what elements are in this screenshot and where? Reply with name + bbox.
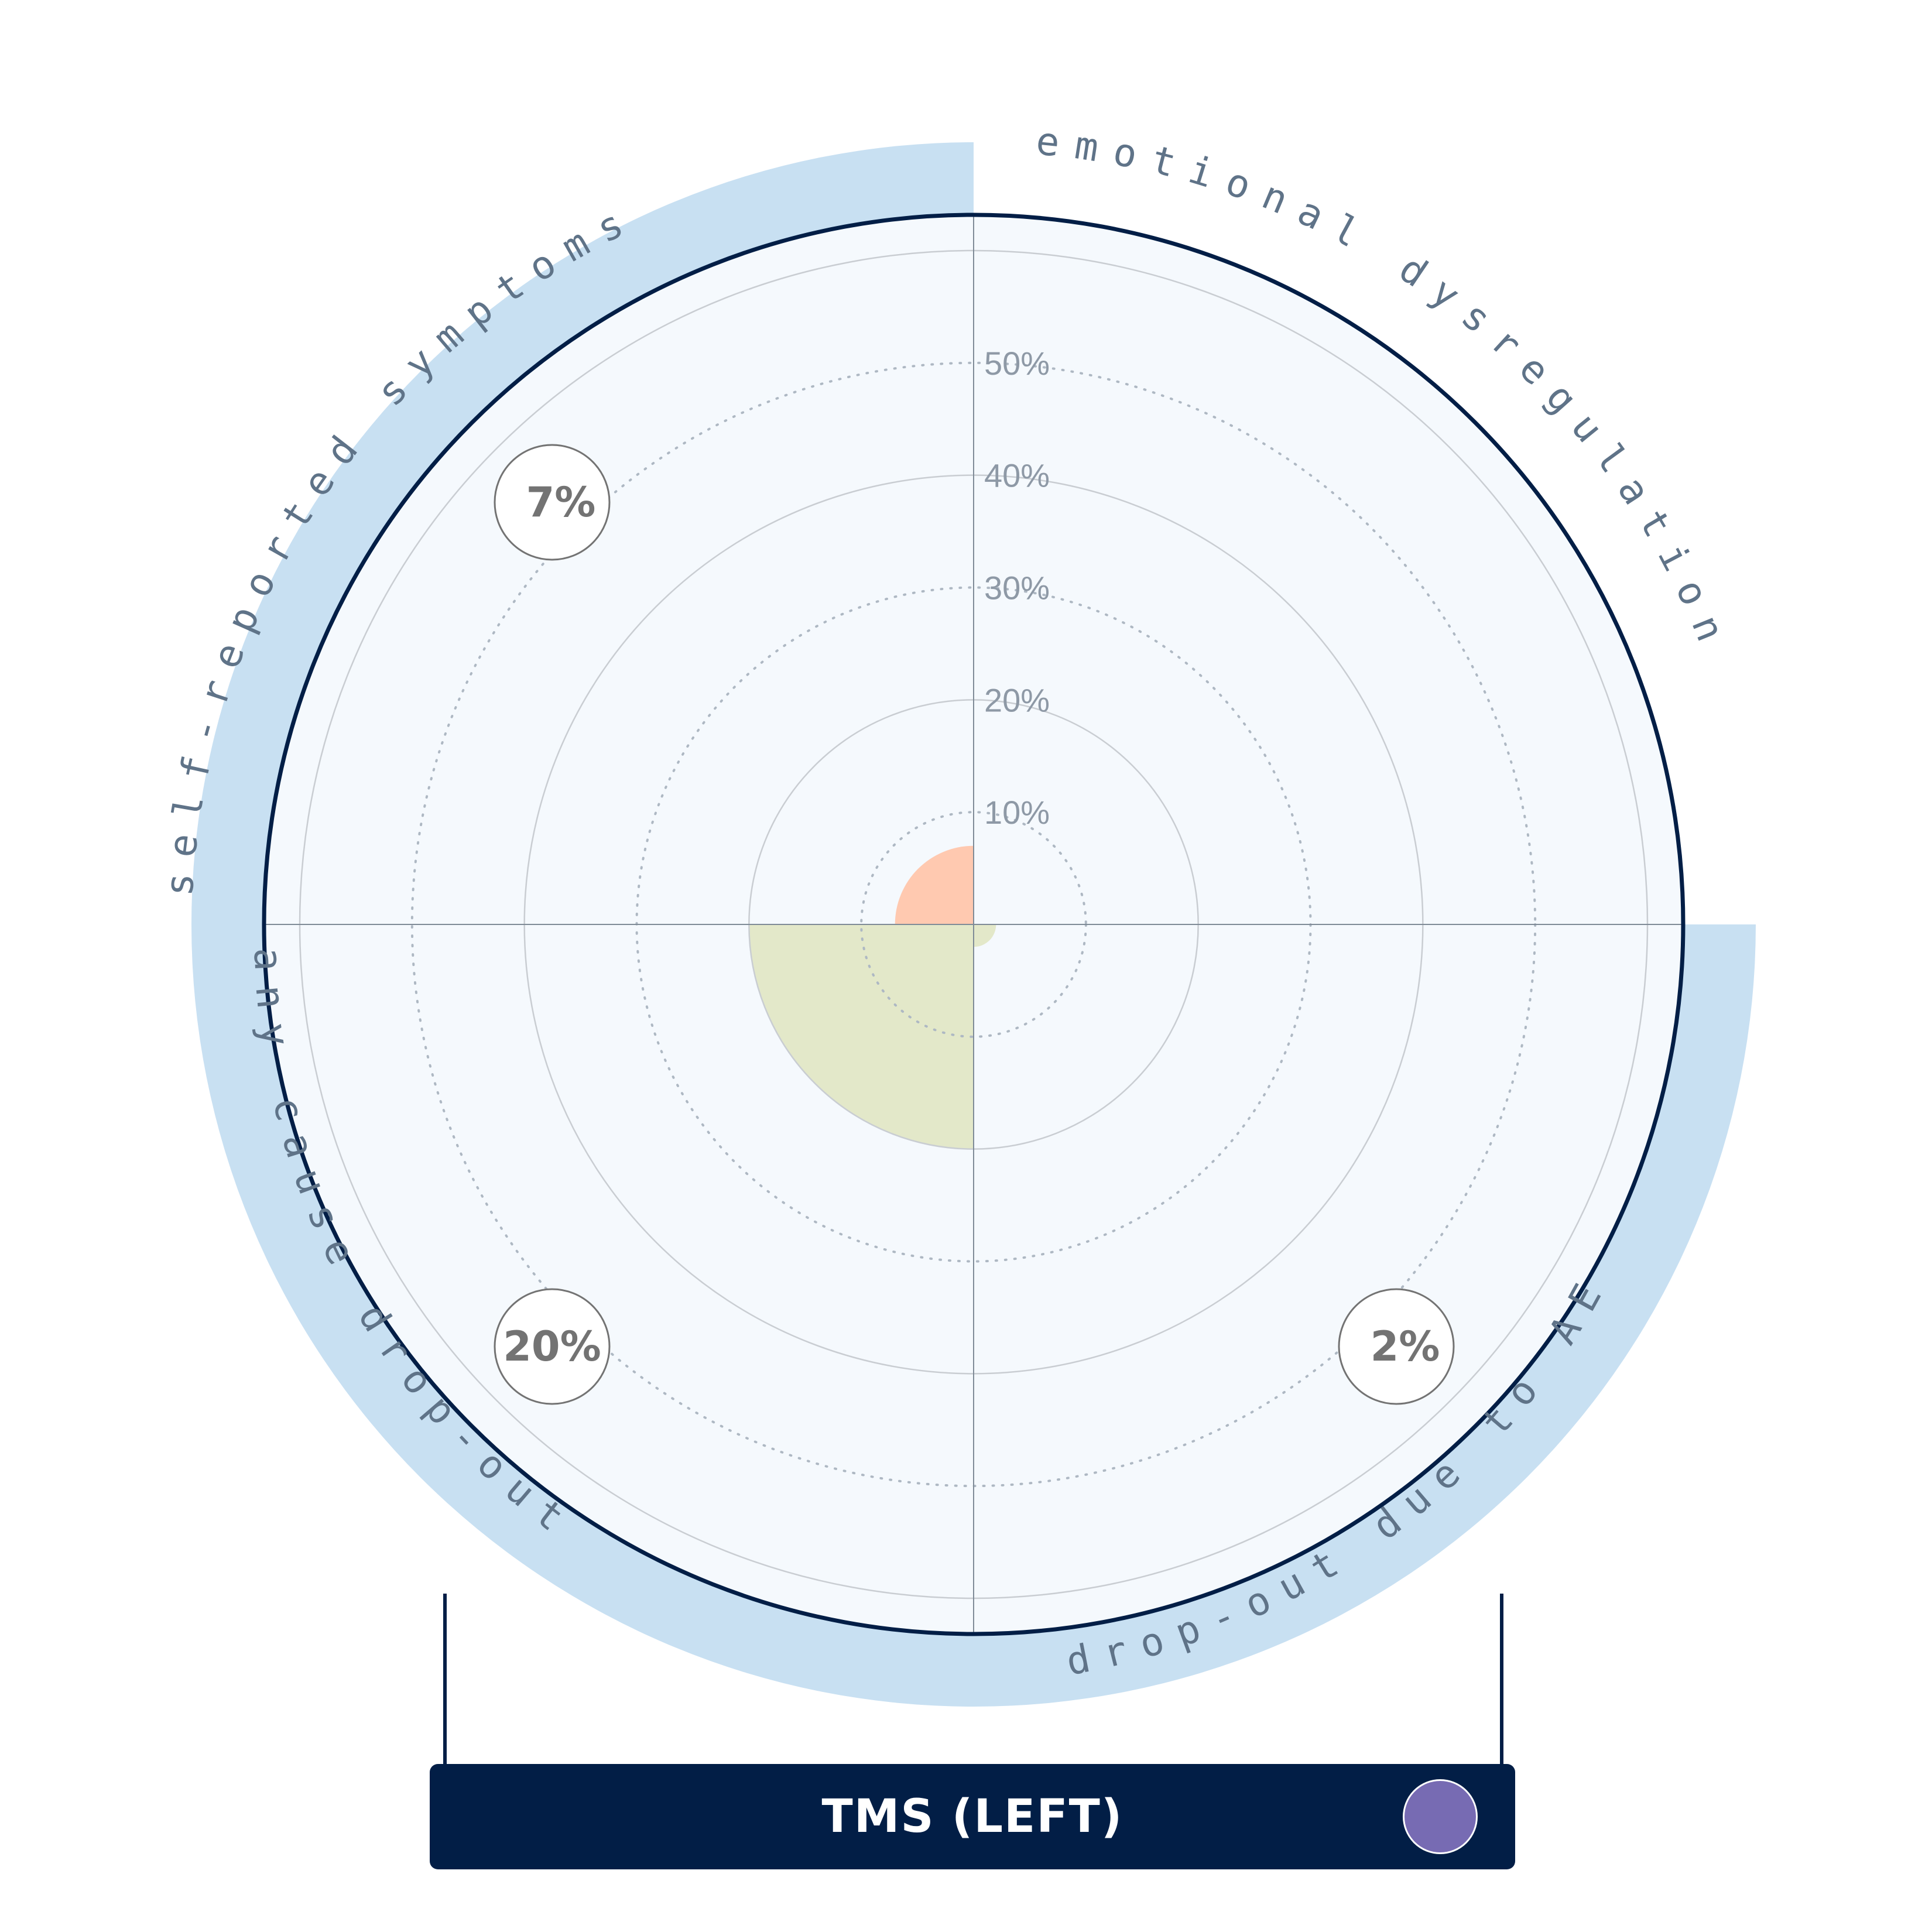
- badge-self-reported-symptoms: 7%: [494, 444, 611, 561]
- legend-color-dot: [1403, 1779, 1478, 1854]
- sector-self-reported-symptoms: [895, 845, 974, 924]
- badge-drop-out-due-to-ae: 2%: [1338, 1288, 1455, 1405]
- tick-label-30: 30%: [984, 570, 1050, 607]
- badge-any-cause-drop-out: 20%: [494, 1288, 611, 1405]
- title-bar: TMS (LEFT): [430, 1764, 1515, 1869]
- sector-group: [749, 845, 996, 1149]
- tick-label-10: 10%: [984, 794, 1050, 831]
- tick-label-group: 10% 20% 30% 40% 50%: [984, 345, 1050, 831]
- chart-title: TMS (LEFT): [821, 1790, 1123, 1843]
- sector-any-cause-drop-out: [749, 924, 974, 1149]
- tick-label-40: 40%: [984, 457, 1050, 494]
- badge-value-self-reported-symptoms: 7%: [526, 478, 596, 526]
- sector-drop-out-due-to-ae: [974, 924, 996, 947]
- tick-label-50: 50%: [984, 345, 1050, 382]
- outer-ring: [262, 213, 1686, 1636]
- badge-value-drop-out-due-to-ae: 2%: [1371, 1323, 1440, 1371]
- badge-value-any-cause-drop-out: 20%: [503, 1323, 601, 1371]
- tick-label-20: 20%: [984, 681, 1050, 718]
